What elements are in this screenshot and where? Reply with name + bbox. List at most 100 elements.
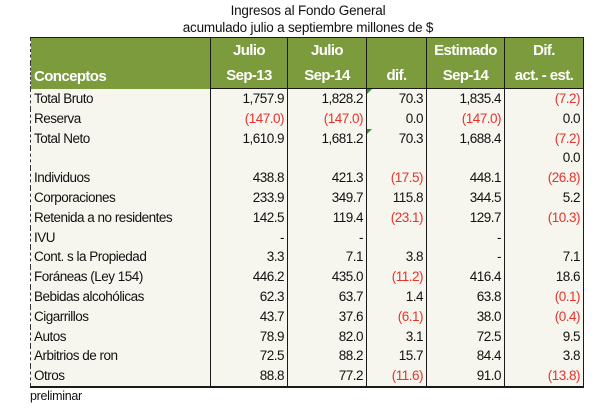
header-dif-est-top: Dif. bbox=[504, 37, 584, 63]
dif-act-est-cell: 18.6 bbox=[504, 267, 584, 287]
concept-cell bbox=[30, 148, 211, 169]
concept-cell: Corporaciones bbox=[30, 187, 211, 208]
table-row: Cigarrillos 43.7 37.6 (6.1) 38.0 (0.4) bbox=[30, 306, 584, 327]
concept-cell: Cigarrillos bbox=[30, 306, 211, 327]
dif-cell bbox=[366, 148, 427, 169]
table-row: 0.0 bbox=[30, 148, 584, 169]
estimado-cell: 344.5 bbox=[426, 187, 505, 208]
julio-sep13-cell: 233.9 bbox=[210, 187, 288, 208]
dif-act-est-cell: (7.2) bbox=[504, 88, 584, 109]
estimado-cell: 63.8 bbox=[426, 286, 505, 307]
julio-sep13-cell: 3.3 bbox=[210, 247, 288, 268]
table-row: Individuos 438.8 421.3 (17.5) 448.1 (26.8) bbox=[30, 168, 584, 188]
julio-sep13-cell: 1,757.9 bbox=[210, 88, 288, 109]
julio-sep14-cell: 77.2 bbox=[287, 366, 367, 388]
estimado-cell: 84.4 bbox=[426, 346, 505, 367]
julio-sep14-cell: (147.0) bbox=[287, 108, 367, 129]
julio-sep14-cell: 82.0 bbox=[287, 326, 367, 347]
julio-sep14-cell bbox=[287, 148, 367, 169]
dif-cell: 15.7 bbox=[366, 346, 427, 367]
dif-act-est-cell bbox=[504, 227, 584, 248]
dif-act-est-cell: 0.0 bbox=[504, 148, 584, 169]
dif-act-est-cell: (10.3) bbox=[504, 207, 584, 228]
table-row: Cont. s la Propiedad 3.3 7.1 3.8-7.1 bbox=[30, 247, 584, 268]
dif-act-est-cell: (26.8) bbox=[504, 168, 584, 188]
concept-cell: Total Neto bbox=[30, 128, 211, 149]
julio-sep13-cell: 72.5 bbox=[210, 346, 288, 367]
dif-act-est-cell: (0.4) bbox=[504, 306, 584, 327]
dif-cell: (17.5) bbox=[366, 168, 427, 188]
dif-cell: 70.3 bbox=[366, 128, 427, 149]
julio-sep13-cell: 1,610.9 bbox=[210, 128, 288, 149]
table-row: Autos 78.9 82.0 3.1 72.5 9.5 bbox=[30, 326, 584, 347]
estimado-cell: 1,835.4 bbox=[426, 88, 505, 109]
table-title: Ingresos al Fondo General bbox=[230, 3, 386, 18]
julio-sep14-cell: 37.6 bbox=[287, 306, 367, 327]
header-julio-13: Julio bbox=[210, 37, 288, 63]
table-row: Corporaciones 233.9 349.7 115.8 344.5 5.2 bbox=[30, 187, 584, 208]
julio-sep13-cell: 142.5 bbox=[210, 207, 288, 228]
header-estimado: Estimado bbox=[426, 37, 505, 63]
dif-cell: 70.3 bbox=[366, 88, 427, 109]
julio-sep13-cell: - bbox=[210, 227, 288, 248]
dif-cell: 115.8 bbox=[366, 187, 427, 208]
concept-cell: Bebidas alcohólicas bbox=[30, 286, 211, 307]
table-row: Reserva (147.0) (147.0) 0.0 (147.0) 0.0 bbox=[30, 108, 584, 129]
julio-sep14-cell: 1,828.2 bbox=[287, 88, 367, 109]
header-row-2: Sep-13 Sep-14 dif. Sep-14 act. - est. bbox=[31, 63, 584, 89]
table-row: Arbitrios de ron 72.5 88.2 15.7 84.4 3.8 bbox=[30, 346, 584, 367]
julio-sep14-cell: 119.4 bbox=[287, 207, 367, 228]
header-est-sep-14: Sep-14 bbox=[426, 63, 505, 89]
julio-sep14-cell: - bbox=[287, 227, 367, 248]
concept-cell: Retenida a no residentes bbox=[30, 207, 211, 228]
estimado-cell: 416.4 bbox=[426, 267, 505, 287]
header-julio-14: Julio bbox=[287, 37, 367, 63]
dif-cell: 0.0 bbox=[366, 108, 427, 129]
julio-sep14-cell: 421.3 bbox=[287, 168, 367, 188]
dif-act-est-cell: (0.1) bbox=[504, 286, 584, 307]
header-sep-14: Sep-14 bbox=[287, 63, 367, 89]
julio-sep13-cell: 438.8 bbox=[210, 168, 288, 188]
estimado-cell: 72.5 bbox=[426, 326, 505, 347]
estimado-cell: 91.0 bbox=[426, 366, 505, 388]
table-row: Otros 88.8 77.2 (11.6) 91.0 (13.8) bbox=[30, 366, 584, 388]
julio-sep14-cell: 349.7 bbox=[287, 187, 367, 208]
dif-cell: 3.8 bbox=[366, 247, 427, 268]
estimado-cell: - bbox=[426, 247, 505, 268]
concept-cell: IVU bbox=[30, 227, 211, 248]
dif-act-est-cell: 5.2 bbox=[504, 187, 584, 208]
header-act-est: act. - est. bbox=[504, 63, 584, 89]
estimado-cell: (147.0) bbox=[426, 108, 505, 129]
estimado-cell: 1,688.4 bbox=[426, 128, 505, 149]
table-row: Retenida a no residentes 142.5 119.4 (23.1)… bbox=[30, 207, 584, 228]
concept-cell: Arbitrios de ron bbox=[30, 346, 211, 367]
julio-sep13-cell: 78.9 bbox=[210, 326, 288, 347]
estimado-cell: 38.0 bbox=[426, 306, 505, 327]
table-row: Total Bruto 1,757.9 1,828.2 70.3 1,835.4 (7.2… bbox=[30, 88, 584, 109]
concept-cell: Individuos bbox=[30, 168, 211, 188]
dif-act-est-cell: (13.8) bbox=[504, 366, 584, 388]
concept-cell: Otros bbox=[30, 366, 211, 388]
revenue-table: Conceptos Julio Julio Estimado Dif. Sep-… bbox=[30, 37, 584, 388]
julio-sep13-cell: 88.8 bbox=[210, 366, 288, 388]
header-dif: dif. bbox=[366, 63, 427, 89]
julio-sep14-cell: 63.7 bbox=[287, 286, 367, 307]
table-row: Total Neto 1,610.9 1,681.2 70.3 1,688.4 (7.2) bbox=[30, 128, 584, 149]
julio-sep14-cell: 88.2 bbox=[287, 346, 367, 367]
table-row: Foráneas (Ley 154) 446.2 435.0 (11.2) 416.4 1… bbox=[30, 267, 584, 287]
table-subtitle: acumulado julio a septiembre millones de… bbox=[182, 20, 434, 35]
estimado-cell: 129.7 bbox=[426, 207, 505, 228]
julio-sep13-cell: (147.0) bbox=[210, 108, 288, 129]
dif-cell: 1.4 bbox=[366, 286, 427, 307]
julio-sep13-cell: 62.3 bbox=[210, 286, 288, 307]
julio-sep14-cell: 1,681.2 bbox=[287, 128, 367, 149]
concept-cell: Reserva bbox=[30, 108, 211, 129]
concept-cell: Total Bruto bbox=[30, 88, 211, 109]
header-conceptos: Conceptos bbox=[30, 37, 211, 89]
julio-sep13-cell bbox=[210, 148, 288, 169]
dif-cell: 3.1 bbox=[366, 326, 427, 347]
header-sep-13: Sep-13 bbox=[210, 63, 288, 89]
dif-act-est-cell: 0.0 bbox=[504, 108, 584, 129]
julio-sep14-cell: 435.0 bbox=[287, 267, 367, 287]
concept-cell: Autos bbox=[30, 326, 211, 347]
